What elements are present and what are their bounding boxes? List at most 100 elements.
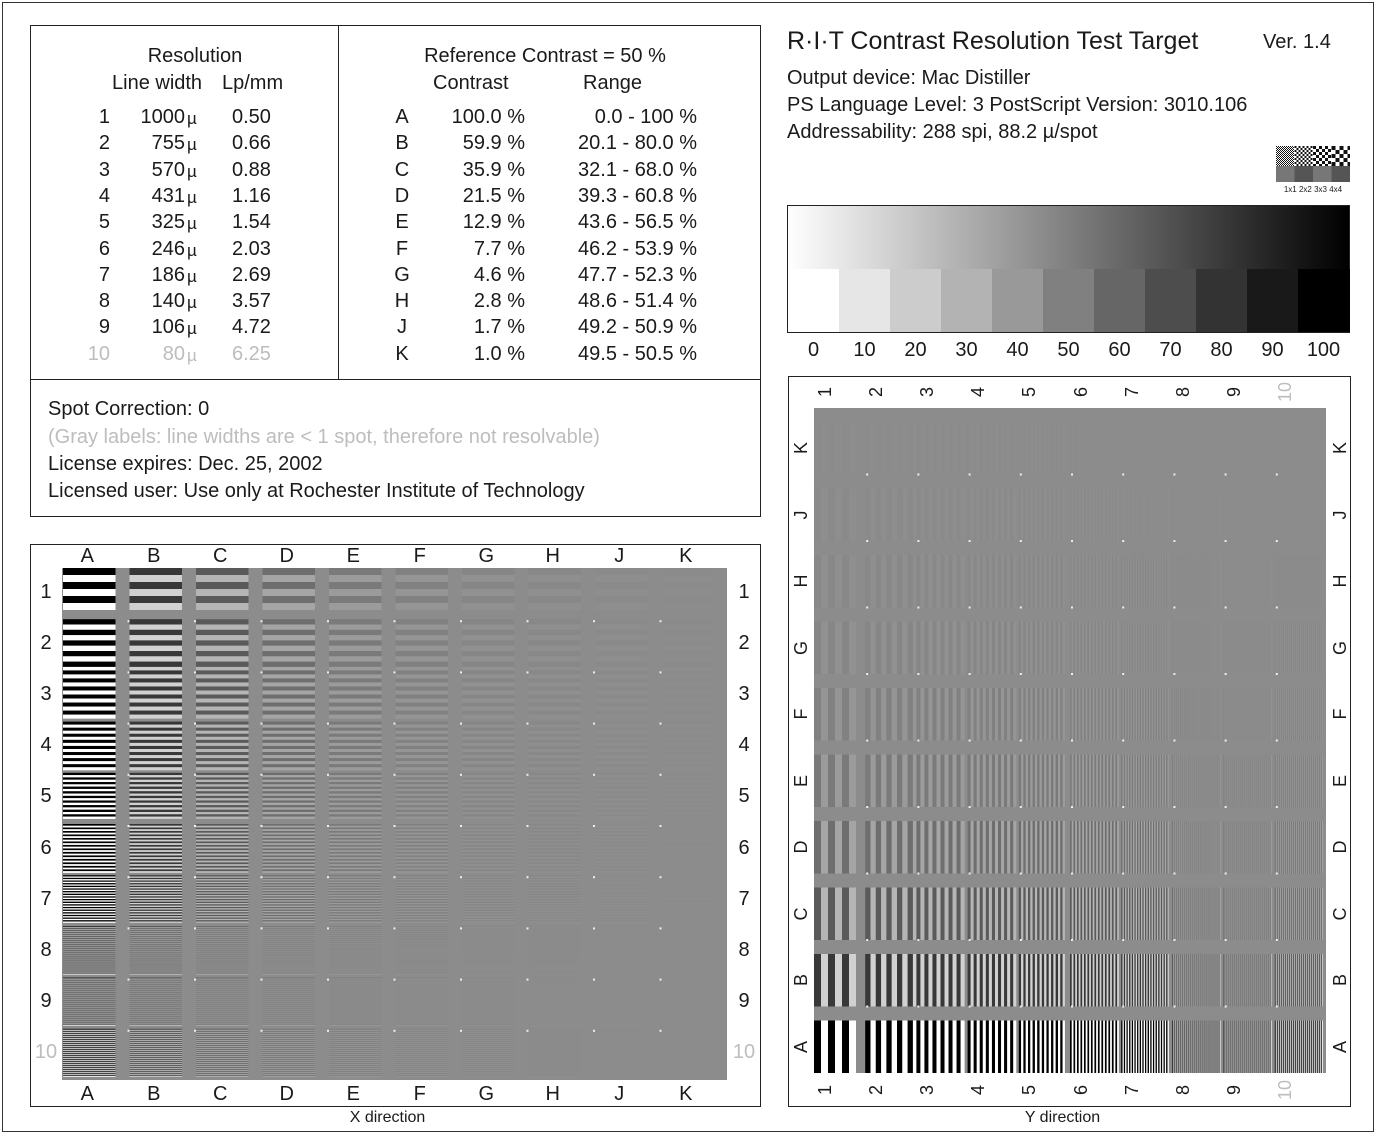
y-column-label-top: 1 (814, 387, 835, 398)
resolution-row-number: 1 (98, 106, 110, 128)
contrast-row-id: A (395, 106, 409, 128)
output-device: Output device: Mac Distiller (787, 67, 1031, 89)
y-row-label-right: B (1330, 974, 1350, 987)
x-column-label-top: K (679, 545, 693, 567)
contrast-row-value: 1.0 % (473, 342, 525, 365)
contrast-row-id: J (397, 316, 407, 339)
contrast-header: Contrast (433, 72, 509, 94)
spot-correction: Spot Correction: 0 (48, 398, 210, 420)
x-row-label-right: 6 (738, 836, 750, 859)
contrast-row-value: 7.7 % (473, 237, 525, 260)
y-column-label-bottom: 5 (1019, 1085, 1040, 1096)
y-direction-bars (814, 408, 1326, 1073)
x-row-label-right: 2 (738, 631, 750, 654)
y-row-label-left: A (791, 1040, 811, 1053)
gray-step-patch (1298, 269, 1350, 332)
resolution-row-number: 9 (98, 316, 110, 339)
resolution-row-width: 325 (151, 211, 185, 234)
y-row-label-left: C (791, 907, 811, 921)
y-row-label-right: J (1330, 510, 1350, 520)
y-column-label-top: 9 (1224, 387, 1245, 398)
contrast-row-range: 43.6 - 56.5 % (578, 211, 697, 234)
x-column-label-top: D (279, 545, 294, 567)
gray-step-label: 100 (1306, 339, 1341, 361)
gray-step-label: 40 (1006, 339, 1029, 361)
y-row-label-right: C (1330, 907, 1350, 921)
contrast-row-id: G (394, 263, 410, 286)
x-column-label-bottom: D (279, 1083, 294, 1105)
x-row-label-right: 9 (738, 990, 750, 1013)
y-column-label-top: 3 (917, 387, 937, 398)
x-row-label-left: 10 (34, 1041, 58, 1064)
contrast-row-id: K (395, 342, 409, 365)
contrast-row-value: 59.9 % (462, 132, 525, 155)
contrast-row-range: 49.5 - 50.5 % (578, 342, 697, 365)
resolution-row-width: 1000 (140, 106, 186, 128)
y-row-label-right: K (1330, 442, 1350, 455)
resolution-row-lpmm: 1.16 (232, 184, 271, 207)
resolution-row-unit: µ (187, 109, 197, 128)
resolution-row-number: 6 (98, 237, 110, 260)
resolution-row-lpmm: 0.66 (232, 132, 271, 155)
gray-step-patch (992, 269, 1044, 332)
licensed-user: Licensed user: Use only at Rochester Ins… (48, 480, 585, 502)
y-row-label-left: G (791, 640, 811, 655)
gray-step-label: 20 (904, 339, 927, 361)
contrast-row-value: 21.5 % (462, 184, 525, 207)
target-title: R·I·T Contrast Resolution Test Target (787, 27, 1199, 55)
y-row-label-left: K (791, 442, 811, 455)
resolution-row-lpmm: 2.03 (232, 237, 271, 260)
gray-step-label: 90 (1261, 339, 1284, 361)
x-column-label-bottom: B (147, 1083, 161, 1105)
gray-step-label: 50 (1057, 339, 1080, 361)
resolution-row-unit: µ (187, 319, 197, 339)
x-row-label-left: 2 (40, 631, 52, 654)
lpmm-header: Lp/mm (222, 72, 284, 94)
resolution-row-number: 2 (98, 132, 110, 155)
y-row-label-right: G (1330, 640, 1350, 655)
gray-step-label: 70 (1159, 339, 1182, 361)
contrast-row-range: 20.1 - 80.0 % (578, 132, 697, 155)
x-row-label-left: 9 (40, 990, 52, 1013)
y-row-label-right: A (1330, 1040, 1350, 1053)
gray-step-patch (839, 269, 891, 332)
contrast-row-range: 47.7 - 52.3 % (578, 263, 697, 286)
y-row-label-right: D (1330, 840, 1350, 854)
resolution-row-unit: µ (187, 266, 197, 286)
x-row-label-right: 5 (738, 785, 750, 808)
y-column-label-top: 6 (1070, 387, 1091, 398)
x-direction-caption: X direction (349, 1109, 426, 1126)
resolution-row-unit: µ (187, 293, 197, 313)
x-column-label-top: H (545, 545, 560, 567)
y-column-label-top: 4 (968, 387, 989, 398)
x-column-label-top: E (346, 545, 360, 567)
x-column-label-top: C (213, 545, 228, 567)
resolution-row-unit: µ (187, 187, 197, 207)
addressability: Addressability: 288 spi, 88.2 µ/spot (787, 121, 1098, 143)
x-column-label-bottom: K (679, 1083, 693, 1105)
gray-step-patch (1145, 269, 1197, 332)
x-column-label-bottom: G (478, 1083, 495, 1105)
y-column-label-bottom: 6 (1070, 1085, 1091, 1096)
y-row-label-right: E (1330, 774, 1350, 787)
x-row-label-right: 4 (738, 734, 750, 757)
gray-step-patch (1247, 269, 1299, 332)
y-row-label-right: F (1330, 708, 1350, 720)
gray-gradient (788, 206, 1349, 269)
y-column-label-bottom: 10 (1275, 1079, 1296, 1101)
y-target-frame (788, 376, 1351, 1107)
gray-step-label: 60 (1108, 339, 1131, 361)
contrast-title: Reference Contrast = 50 % (424, 45, 666, 67)
ps-info: PS Language Level: 3 PostScript Version:… (787, 94, 1248, 116)
contrast-row-range: 48.6 - 51.4 % (578, 290, 697, 313)
gray-step-label: 30 (955, 339, 978, 361)
resolution-title: Resolution (147, 45, 243, 67)
contrast-row-id: F (395, 237, 409, 260)
y-row-label-left: B (791, 974, 811, 987)
gray-ramp-frame (787, 205, 1350, 333)
contrast-row-id: B (395, 132, 409, 155)
gray-step-patch (941, 269, 993, 332)
contrast-row-value: 1.7 % (473, 316, 525, 339)
y-row-label-left: J (791, 510, 811, 520)
contrast-row-value: 35.9 % (462, 158, 525, 181)
